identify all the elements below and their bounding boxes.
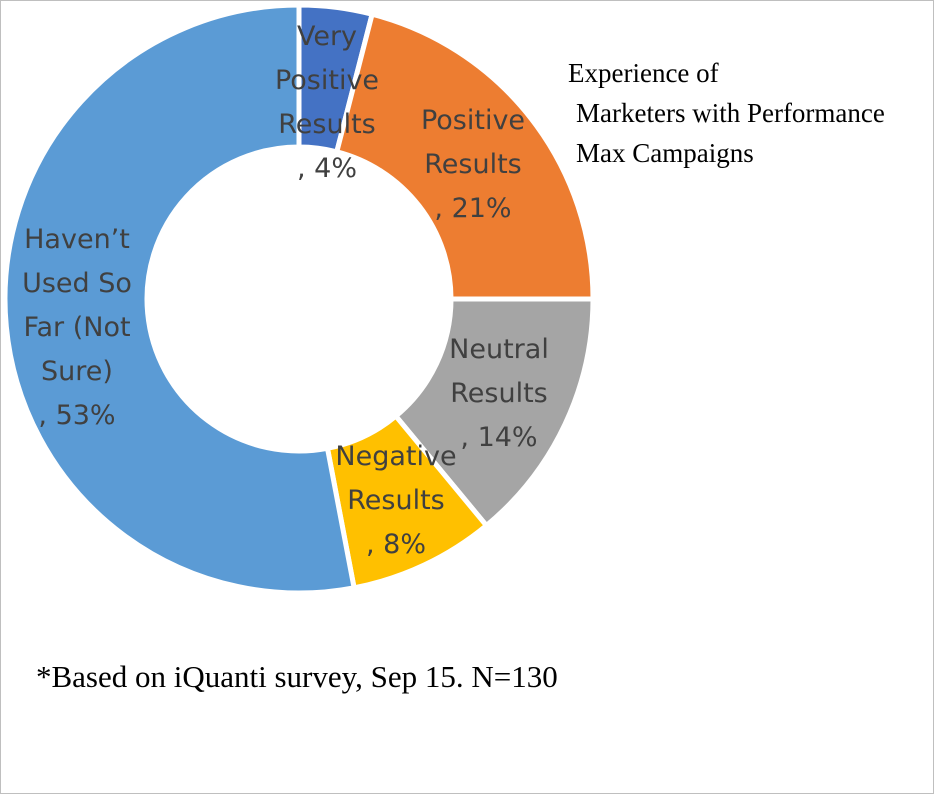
chart-title-line-3: Max Campaigns xyxy=(576,138,754,168)
slice-label-line: Far (Not xyxy=(23,312,130,343)
slice-label-line: Results xyxy=(450,378,548,409)
slice-label-line: Results xyxy=(347,485,445,516)
footnote: *Based on iQuanti survey, Sep 15. N=130 xyxy=(36,659,558,694)
chart-title-line-1: Experience of xyxy=(568,58,719,88)
slice-label-line: , 8% xyxy=(366,529,426,560)
slice-label-line: Positive xyxy=(275,65,379,96)
slice-label-line: Negative xyxy=(335,441,456,472)
slice-label-line: Used So xyxy=(22,268,132,299)
slice-label-line: , 14% xyxy=(460,422,537,453)
slice-label-line: Sure) xyxy=(41,356,113,387)
slice-label-line: Results xyxy=(424,149,522,180)
slice-label-line: , 53% xyxy=(38,400,115,431)
donut-slice-2 xyxy=(333,11,596,302)
slice-label-4: Negative Results , 8% xyxy=(335,441,456,560)
slice-label-line: Neutral xyxy=(449,334,549,365)
slice-label-line: Results xyxy=(278,109,376,140)
slice-label-line: , 4% xyxy=(297,153,357,184)
chart-title: Experience of Marketers with Performance… xyxy=(568,53,885,173)
slice-label-2: Positive Results , 21% xyxy=(421,105,525,224)
slice-label-line: Haven’t xyxy=(24,224,130,255)
donut-slice-5 xyxy=(2,2,358,596)
slice-label-line: Very xyxy=(297,21,357,52)
slice-label-5: Haven’t Used So Far (Not Sure) , 53% xyxy=(22,224,132,431)
donut-slice-3 xyxy=(392,296,596,530)
slice-label-line: , 21% xyxy=(434,193,511,224)
chart-title-line-2: Marketers with Performance xyxy=(576,98,885,128)
slice-label-line: Positive xyxy=(421,105,525,136)
slice-label-1: Very Positive Results , 4% xyxy=(275,21,379,184)
slice-label-3: Neutral Results , 14% xyxy=(449,334,549,453)
